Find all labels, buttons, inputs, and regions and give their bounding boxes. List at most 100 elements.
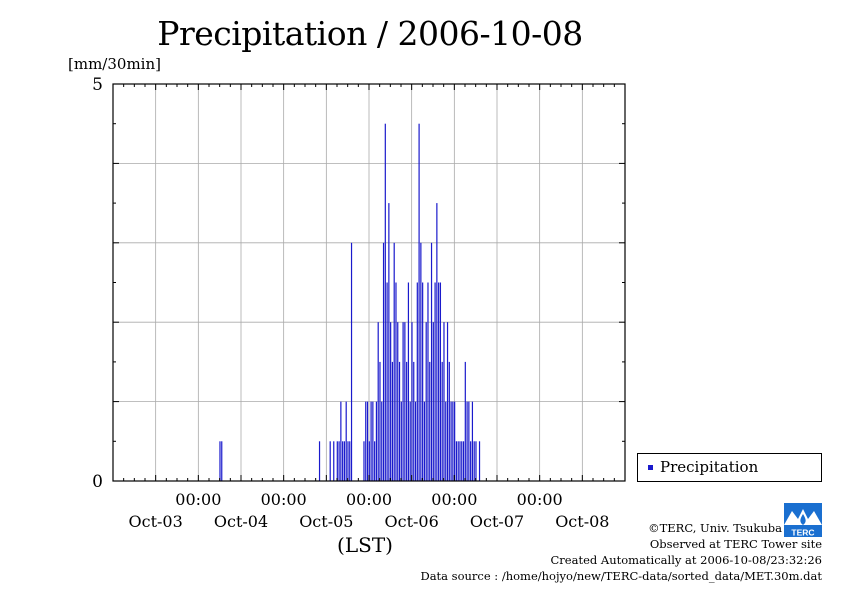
bar — [409, 401, 411, 481]
y-axis-unit: [mm/30min] — [68, 55, 161, 73]
bar — [430, 242, 433, 481]
bar — [384, 123, 386, 481]
bar — [343, 441, 346, 481]
bar — [418, 123, 420, 481]
bar — [411, 322, 413, 481]
bar — [382, 242, 385, 481]
tick-labels: 0 5 Oct-03 00:00 Oct-04 00:00 Oct-05 00:00 Oct-0… — [92, 75, 609, 557]
bar — [464, 361, 466, 481]
bar — [461, 441, 463, 481]
bar — [436, 203, 438, 481]
bar — [350, 242, 353, 481]
bar — [459, 441, 461, 481]
x-tick-label-date: Oct-04 — [214, 512, 268, 531]
bar — [336, 441, 338, 481]
bar — [368, 441, 370, 481]
bar — [434, 282, 436, 481]
x-tick-label-date: Oct-06 — [385, 512, 439, 531]
bar — [448, 361, 450, 481]
bar — [402, 322, 404, 481]
bar — [432, 322, 434, 481]
bar — [365, 401, 367, 481]
bar — [398, 361, 401, 481]
bar — [381, 401, 383, 481]
bar — [386, 282, 388, 481]
bar — [219, 441, 221, 481]
bar — [363, 441, 365, 481]
bar — [374, 441, 376, 481]
bar — [400, 401, 402, 481]
bar — [377, 322, 379, 481]
bar — [342, 441, 344, 481]
bar — [470, 441, 472, 481]
bar — [391, 361, 394, 481]
bar — [473, 441, 475, 481]
bar — [466, 401, 468, 481]
observed-text: Observed at TERC Tower site — [649, 537, 822, 551]
bar — [468, 401, 470, 481]
bar — [393, 242, 395, 481]
legend-swatch — [648, 465, 653, 470]
bar — [390, 322, 392, 481]
bar — [406, 361, 408, 481]
axes — [112, 83, 626, 482]
bar — [454, 401, 456, 481]
bar — [349, 441, 351, 481]
bar — [420, 242, 422, 481]
bar — [452, 401, 454, 481]
bar — [347, 441, 349, 481]
y-tick-label: 5 — [92, 75, 103, 95]
bar — [446, 322, 449, 481]
source-text: Data source : /home/hojyo/new/TERC-data/… — [420, 569, 822, 583]
bar — [471, 401, 474, 481]
y-tick-label: 0 — [92, 472, 103, 492]
bar — [318, 441, 321, 481]
bar — [329, 441, 331, 481]
bar — [425, 322, 427, 481]
bar — [478, 441, 481, 481]
chart-title: Precipitation / 2006-10-08 — [157, 14, 583, 53]
legend-label: Precipitation — [660, 458, 759, 476]
x-tick-label-date: Oct-05 — [299, 512, 353, 531]
x-tick-label-date: Oct-07 — [470, 512, 524, 531]
grid-lines — [113, 84, 625, 481]
bar — [441, 361, 443, 481]
bar — [379, 361, 381, 481]
bar — [439, 282, 442, 481]
bar — [416, 282, 418, 481]
terc-logo-icon: TERC — [784, 503, 822, 537]
bar — [422, 282, 424, 481]
bar — [372, 401, 374, 481]
bar — [338, 441, 340, 481]
bar — [340, 401, 342, 481]
bar-series — [219, 123, 481, 481]
x-tick-label-date: Oct-08 — [555, 512, 609, 531]
logo-text: TERC — [791, 528, 814, 538]
bar — [427, 282, 429, 481]
bar — [450, 401, 452, 481]
bar — [443, 322, 445, 481]
x-tick-label-time: 00:00 — [517, 490, 563, 509]
bar — [475, 441, 477, 481]
bar — [221, 441, 223, 481]
created-text: Created Automatically at 2006-10-08/23:3… — [550, 553, 823, 567]
bar — [429, 361, 431, 481]
x-tick-label-time: 00:00 — [431, 490, 477, 509]
bar — [457, 441, 459, 481]
bar — [375, 401, 378, 481]
x-tick-label-time: 00:00 — [346, 490, 392, 509]
bar — [413, 361, 415, 481]
bar — [445, 401, 447, 481]
legend: Precipitation — [637, 453, 822, 482]
x-axis-label: (LST) — [337, 533, 393, 557]
x-tick-label-time: 00:00 — [261, 490, 307, 509]
bar — [333, 441, 335, 481]
bar — [462, 441, 465, 481]
bar — [395, 282, 397, 481]
bar — [388, 203, 390, 481]
bar — [366, 401, 369, 481]
bar — [414, 401, 417, 481]
bar — [407, 282, 410, 481]
bar — [345, 401, 347, 481]
copyright-text: ©TERC, Univ. Tsukuba — [648, 521, 782, 535]
